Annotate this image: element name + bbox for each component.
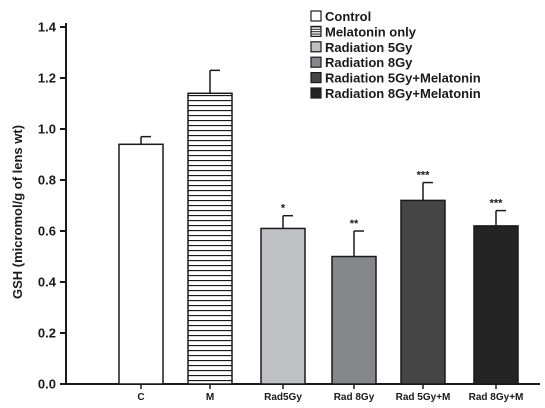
legend-swatch <box>310 87 322 99</box>
significance-label: *** <box>490 198 504 210</box>
bar <box>473 225 519 385</box>
legend-label: Melatonin only <box>325 24 417 39</box>
significance-label: *** <box>417 170 431 182</box>
legend-swatch <box>310 71 322 84</box>
significance-label: ** <box>350 218 359 230</box>
legend-swatch <box>310 25 322 37</box>
y-tick-label: 0.0 <box>38 377 56 392</box>
category-label: M <box>206 392 214 403</box>
y-axis: 0.0 0.2 0.4 0.6 0.8 1.0 1.2 1.4 <box>38 20 67 392</box>
y-tick-label: 0.4 <box>38 275 57 290</box>
y-tick-label: 1.4 <box>38 20 57 35</box>
error-bars <box>140 69 506 257</box>
legend-label: Radiation 5Gy+Melatonin <box>325 71 481 86</box>
legend-label: Radiation 8Gy <box>325 55 413 70</box>
significance-label: * <box>281 203 286 215</box>
category-label: Rad 8Gy+M <box>469 392 524 403</box>
category-labels: C M Rad5Gy Rad 8Gy Rad 5Gy+M Rad 8Gy+M <box>137 392 523 403</box>
bar <box>400 199 446 385</box>
category-label: Rad 5Gy+M <box>396 392 451 403</box>
category-label: Rad 8Gy <box>334 392 375 403</box>
y-tick-label: 0.8 <box>38 173 56 188</box>
y-tick-label: 0.2 <box>38 326 56 341</box>
legend-label: Radiation 5Gy <box>325 40 413 55</box>
y-tick-label: 0.6 <box>38 224 56 239</box>
legend-label: Radiation 8Gy+Melatonin <box>325 86 481 101</box>
legend-label: Control <box>325 9 371 24</box>
legend-swatch <box>310 56 322 68</box>
legend-swatch <box>310 10 322 22</box>
y-tick-label: 1.0 <box>38 122 56 137</box>
category-label: C <box>137 392 144 403</box>
significance-markers: ********* <box>281 170 503 230</box>
bar <box>187 92 233 385</box>
bars <box>118 92 519 385</box>
y-tick-label: 1.2 <box>38 71 56 86</box>
y-axis-title: GSH (micromol/g of lens wt) <box>10 125 25 299</box>
bar <box>260 227 306 385</box>
bar <box>331 255 377 385</box>
category-label: Rad5Gy <box>264 392 302 403</box>
legend-swatch <box>310 41 322 53</box>
bar <box>118 143 164 385</box>
